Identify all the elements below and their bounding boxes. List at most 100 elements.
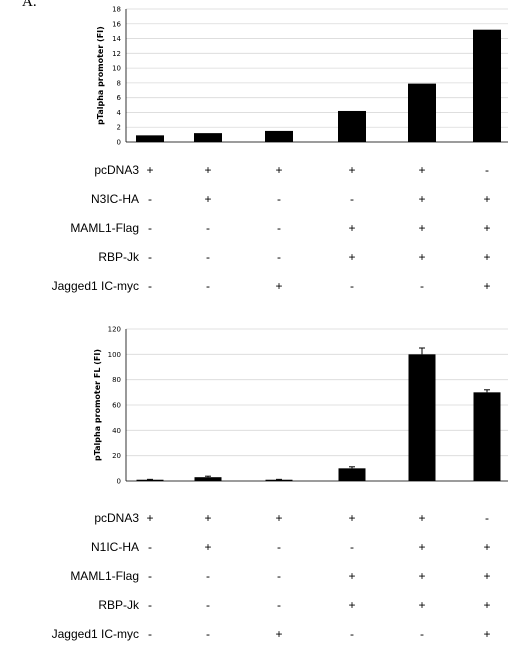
condition-cell: -: [206, 221, 210, 235]
condition-cell: +: [348, 221, 356, 235]
condition-cell: -: [277, 569, 281, 583]
bar: [338, 110, 366, 142]
condition-cell: -: [420, 627, 424, 641]
y-tick-label: 20: [112, 452, 121, 460]
condition-row: pcDNA3 + + + + + -: [0, 163, 517, 179]
y-axis-label: pTalpha promoter FL (FI): [93, 349, 102, 461]
condition-cell: +: [348, 511, 356, 525]
condition-cell: +: [483, 221, 491, 235]
condition-cell: +: [418, 540, 426, 554]
y-tick-label: 2: [117, 124, 121, 132]
condition-row-label: N1IC-HA: [90, 540, 139, 554]
condition-cell: +: [418, 250, 426, 264]
bar: [136, 479, 164, 481]
condition-cell: -: [350, 279, 354, 293]
bar: [136, 135, 164, 142]
condition-cell: +: [483, 250, 491, 264]
y-tick-label: 4: [117, 109, 122, 117]
y-axis-label: pTalpha promoter (FI): [96, 26, 105, 125]
y-tick-label: 12: [112, 50, 121, 58]
y-tick-label: 0: [117, 478, 121, 486]
bar: [194, 133, 222, 142]
condition-cell: +: [204, 511, 212, 525]
condition-cell: +: [275, 163, 283, 177]
condition-row: RBP-Jk - - - + + +: [0, 598, 517, 614]
condition-cell: +: [418, 598, 426, 612]
condition-cell: -: [148, 279, 152, 293]
condition-cell: -: [206, 598, 210, 612]
condition-row-label: pcDNA3: [94, 163, 139, 177]
chart-bottom: 0 20 40 60 80 100 120 pTalpha promoter FL (FI): [93, 326, 508, 486]
y-tick-label: 80: [112, 376, 121, 384]
condition-cell: +: [418, 221, 426, 235]
condition-row: MAML1-Flag - - - + + +: [0, 221, 517, 237]
y-tick-label: 8: [117, 79, 121, 87]
y-tick-label: 10: [112, 65, 121, 73]
bar: [265, 479, 293, 481]
condition-row: MAML1-Flag - - - + + +: [0, 569, 517, 585]
bar: [194, 477, 222, 481]
condition-cell: +: [483, 540, 491, 554]
condition-cell: +: [483, 279, 491, 293]
y-tick-label: 40: [112, 427, 121, 435]
condition-row-label: RBP-Jk: [98, 250, 139, 264]
condition-cell: -: [148, 569, 152, 583]
bar: [473, 29, 501, 142]
condition-cell: +: [275, 511, 283, 525]
condition-cell: -: [420, 279, 424, 293]
condition-cell: +: [348, 569, 356, 583]
y-tick-label: 60: [112, 402, 121, 410]
y-tick-label: 6: [117, 94, 122, 102]
condition-cell: +: [348, 250, 356, 264]
condition-cell: -: [277, 221, 281, 235]
condition-row: Jagged1 IC-myc - - + - - +: [0, 279, 517, 295]
condition-cell: -: [350, 627, 354, 641]
condition-cell: -: [350, 192, 354, 206]
condition-cell: -: [148, 627, 152, 641]
condition-row: pcDNA3 + + + + + -: [0, 511, 517, 527]
condition-row: Jagged1 IC-myc - - + - - +: [0, 627, 517, 643]
condition-cell: +: [418, 569, 426, 583]
condition-row-label: Jagged1 IC-myc: [51, 279, 139, 293]
condition-row-label: MAML1-Flag: [70, 221, 139, 235]
condition-row: RBP-Jk - - - + + +: [0, 250, 517, 266]
condition-cell: -: [148, 221, 152, 235]
condition-cell: +: [483, 627, 491, 641]
condition-row: N1IC-HA - + - - + +: [0, 540, 517, 556]
condition-cell: +: [204, 192, 212, 206]
chart-top: 0 2 4 6 8 10 12 14 16 18 pTalpha promoter (FI): [96, 6, 508, 147]
condition-row-label: N3IC-HA: [90, 192, 139, 206]
condition-row-label: Jagged1 IC-myc: [51, 627, 139, 641]
condition-cell: -: [277, 540, 281, 554]
y-tick-label: 18: [112, 6, 121, 14]
condition-cell: -: [485, 163, 489, 177]
condition-cell: +: [483, 569, 491, 583]
condition-row-label: RBP-Jk: [98, 598, 139, 612]
condition-cell: -: [277, 192, 281, 206]
condition-cell: +: [418, 192, 426, 206]
condition-row-label: MAML1-Flag: [70, 569, 139, 583]
y-tick-label: 16: [112, 20, 121, 28]
y-tick-label: 0: [117, 139, 121, 147]
condition-cell: -: [148, 192, 152, 206]
condition-cell: -: [206, 250, 210, 264]
condition-cell: +: [275, 627, 283, 641]
bar: [408, 83, 436, 142]
condition-row-label: pcDNA3: [94, 511, 139, 525]
condition-cell: -: [148, 540, 152, 554]
y-tick-label: 120: [108, 326, 121, 334]
y-tick-label: 14: [112, 35, 121, 43]
condition-row: N3IC-HA - + - - + +: [0, 192, 517, 208]
condition-cell: +: [483, 192, 491, 206]
condition-cell: +: [418, 511, 426, 525]
condition-cell: +: [204, 163, 212, 177]
condition-cell: +: [483, 598, 491, 612]
condition-cell: -: [148, 250, 152, 264]
condition-cell: +: [348, 163, 356, 177]
condition-cell: -: [148, 598, 152, 612]
condition-cell: +: [348, 598, 356, 612]
condition-cell: +: [146, 511, 154, 525]
panel-label: A.: [22, 0, 37, 10]
condition-cell: -: [485, 511, 489, 525]
condition-cell: -: [206, 569, 210, 583]
